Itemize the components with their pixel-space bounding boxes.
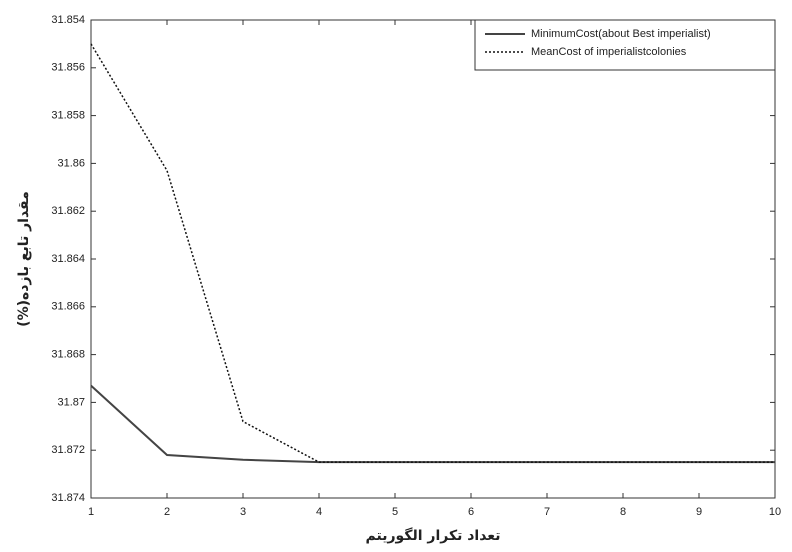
y-tick-label: 31.874 xyxy=(51,492,85,504)
y-tick-label: 31.858 xyxy=(51,110,85,122)
series-line xyxy=(90,43,775,463)
y-tick-label: 31.856 xyxy=(51,62,85,74)
x-tick-label: 10 xyxy=(769,506,781,518)
x-tick-label: 3 xyxy=(240,506,246,518)
x-tick-label: 4 xyxy=(316,506,322,518)
y-tick-label: 31.868 xyxy=(51,349,85,361)
legend-label: MeanCost of imperialistcolonies xyxy=(531,46,687,58)
x-tick-label: 2 xyxy=(164,506,170,518)
y-tick-label: 31.86 xyxy=(57,157,85,169)
y-tick-label: 31.866 xyxy=(51,301,85,313)
legend-box xyxy=(474,19,776,71)
x-tick-label: 6 xyxy=(468,506,474,518)
x-tick-label: 5 xyxy=(392,506,398,518)
y-tick-label: 31.87 xyxy=(57,396,85,408)
y-axis-label: مقدار تابع بازده(%) xyxy=(16,191,32,327)
x-tick-label: 1 xyxy=(88,506,94,518)
y-tick-label: 31.862 xyxy=(51,205,85,217)
legend-label: MinimumCost(about Best imperialist) xyxy=(531,28,711,40)
x-tick-label: 7 xyxy=(544,506,550,518)
y-tick-label: 31.854 xyxy=(51,14,85,26)
x-axis-label: تعداد تکرار الگوریتم xyxy=(366,527,501,544)
x-tick-label: 8 xyxy=(620,506,626,518)
y-tick-label: 31.872 xyxy=(51,444,85,456)
series-line xyxy=(90,384,775,464)
x-tick-label: 9 xyxy=(696,506,702,518)
y-tick-label: 31.864 xyxy=(51,253,85,265)
